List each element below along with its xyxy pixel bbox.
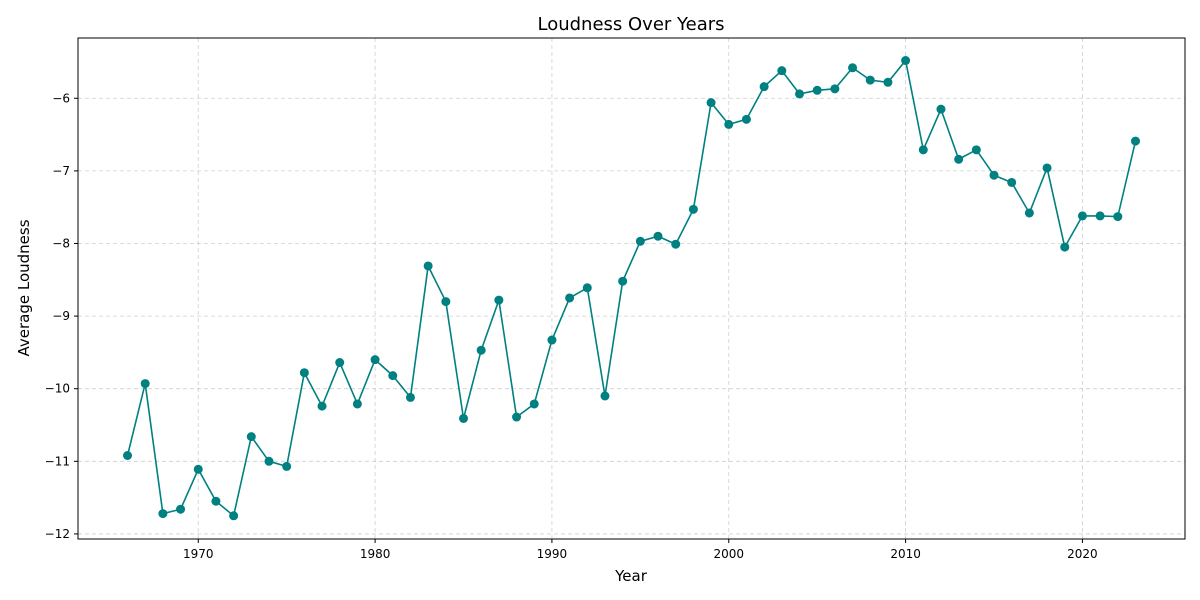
y-tick-label: −8: [52, 236, 70, 250]
x-tick-label: 1970: [183, 547, 214, 561]
x-tick-label: 1990: [537, 547, 568, 561]
data-point: [459, 413, 469, 423]
data-point: [370, 355, 380, 365]
data-point: [317, 401, 327, 411]
data-point: [193, 464, 203, 474]
data-point: [176, 504, 186, 514]
data-point: [653, 231, 663, 241]
data-point: [335, 358, 345, 368]
data-point: [1095, 211, 1105, 221]
data-point: [476, 345, 486, 355]
data-point: [547, 335, 557, 345]
data-point: [954, 154, 964, 164]
data-point: [123, 451, 133, 460]
data-point: [211, 496, 221, 506]
data-point: [848, 63, 858, 73]
y-axis-ticks: −12 −11 −10 −9 −8 −7 −6: [45, 91, 78, 541]
x-tick-label: 2010: [890, 547, 921, 561]
data-point: [299, 368, 309, 378]
data-point: [405, 392, 415, 402]
data-point: [865, 75, 875, 85]
data-point: [830, 84, 840, 94]
y-tick-label: −6: [52, 91, 70, 105]
data-point: [883, 77, 893, 87]
y-tick-label: −9: [52, 309, 70, 323]
x-tick-label: 2020: [1067, 547, 1098, 561]
data-point: [635, 236, 645, 246]
data-point: [918, 145, 928, 155]
data-point: [158, 509, 168, 519]
data-point: [423, 261, 433, 271]
data-point: [706, 98, 716, 108]
series-layer: [123, 56, 1140, 521]
data-point: [989, 170, 999, 180]
y-tick-label: −11: [45, 454, 70, 468]
y-tick-label: −7: [52, 164, 70, 178]
data-point: [1042, 163, 1052, 173]
y-axis-title: Average Loudness: [15, 219, 33, 356]
data-point: [352, 399, 362, 409]
data-point: [1113, 212, 1123, 222]
chart-title: Loudness Over Years: [537, 14, 724, 35]
data-point: [901, 56, 911, 66]
data-point: [1130, 136, 1140, 146]
data-point: [618, 276, 628, 286]
grid-lines: [78, 38, 1185, 539]
data-point: [246, 432, 256, 442]
data-point: [512, 412, 522, 422]
y-tick-label: −12: [45, 527, 70, 541]
data-point: [971, 145, 981, 155]
data-point: [600, 391, 610, 401]
data-point: [794, 89, 804, 99]
data-point: [812, 85, 822, 95]
data-point: [529, 399, 539, 409]
data-point: [565, 293, 575, 303]
data-point: [1007, 177, 1017, 187]
data-point: [229, 511, 239, 521]
x-tick-label: 1980: [360, 547, 391, 561]
data-point: [777, 66, 787, 76]
data-point: [441, 297, 451, 307]
x-tick-label: 2000: [713, 547, 744, 561]
y-tick-label: −10: [45, 382, 70, 396]
plot-frame: [77, 37, 1186, 540]
data-point: [1024, 208, 1034, 218]
data-point: [1060, 242, 1070, 252]
x-axis-title: Year: [614, 567, 648, 585]
data-point: [759, 82, 769, 92]
data-point: [724, 119, 734, 129]
data-point: [388, 371, 398, 381]
data-point: [671, 239, 681, 249]
data-point: [494, 295, 504, 305]
x-axis-ticks: 1970 1980 1990 2000 2010 2020: [183, 539, 1098, 561]
data-point: [264, 456, 274, 466]
data-point: [1077, 211, 1087, 221]
data-point: [936, 104, 946, 114]
series-line: [126, 59, 1137, 517]
data-point: [582, 283, 592, 293]
data-point: [741, 114, 751, 124]
data-point: [282, 461, 292, 471]
data-point: [140, 379, 150, 389]
data-point: [688, 204, 698, 214]
